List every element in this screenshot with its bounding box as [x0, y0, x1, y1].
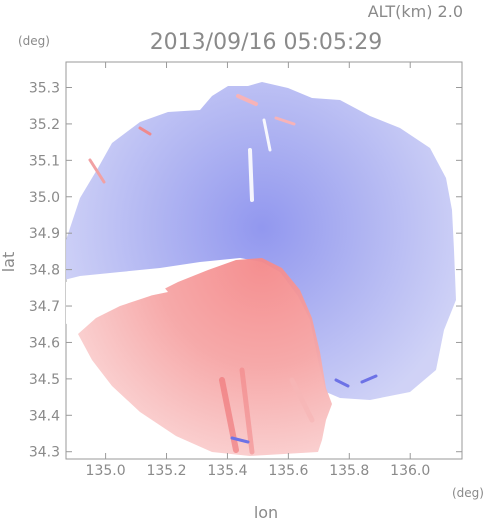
y-unit-label: (deg) [18, 34, 50, 48]
x-unit-label: (deg) [452, 486, 484, 500]
altitude-label: ALT(km) 2.0 [368, 2, 463, 21]
y-tick-label: 35.2 [29, 117, 60, 133]
x-tick-label: 135.4 [207, 463, 247, 479]
x-tick-label: 135.8 [329, 463, 369, 479]
y-tick-label: 34.7 [29, 299, 60, 315]
y-tick-label: 34.9 [29, 226, 60, 242]
x-axis-label: lon [254, 503, 278, 521]
y-tick-label: 35.0 [29, 190, 60, 206]
x-tick-label: 135.2 [146, 463, 186, 479]
y-tick-label: 34.4 [29, 408, 60, 424]
chart-title: 2013/09/16 05:05:29 [150, 30, 383, 55]
away-velocity-region [66, 82, 456, 400]
y-axis-label: lat [0, 252, 18, 273]
x-tick-label: 136.0 [390, 463, 430, 479]
toward-velocity-region [78, 258, 332, 456]
no-echo-wedge [66, 270, 168, 324]
y-tick-label: 34.3 [29, 445, 60, 461]
y-tick-label: 35.3 [29, 80, 60, 96]
x-tick-label: 135.6 [268, 463, 308, 479]
y-tick-label: 35.1 [29, 153, 60, 169]
y-tick-label: 34.6 [29, 335, 60, 351]
x-axis: 135.0 135.2 135.4 135.6 135.8 136.0 [86, 62, 430, 479]
y-axis: 34.3 34.4 34.5 34.6 34.7 34.8 34.9 35.0 35.1 35.2… [29, 80, 462, 461]
radar-echo [66, 82, 456, 456]
y-tick-label: 34.5 [29, 372, 60, 388]
y-tick-label: 34.8 [29, 263, 60, 279]
echo-streaks [88, 94, 378, 455]
x-tick-label: 135.0 [86, 463, 126, 479]
